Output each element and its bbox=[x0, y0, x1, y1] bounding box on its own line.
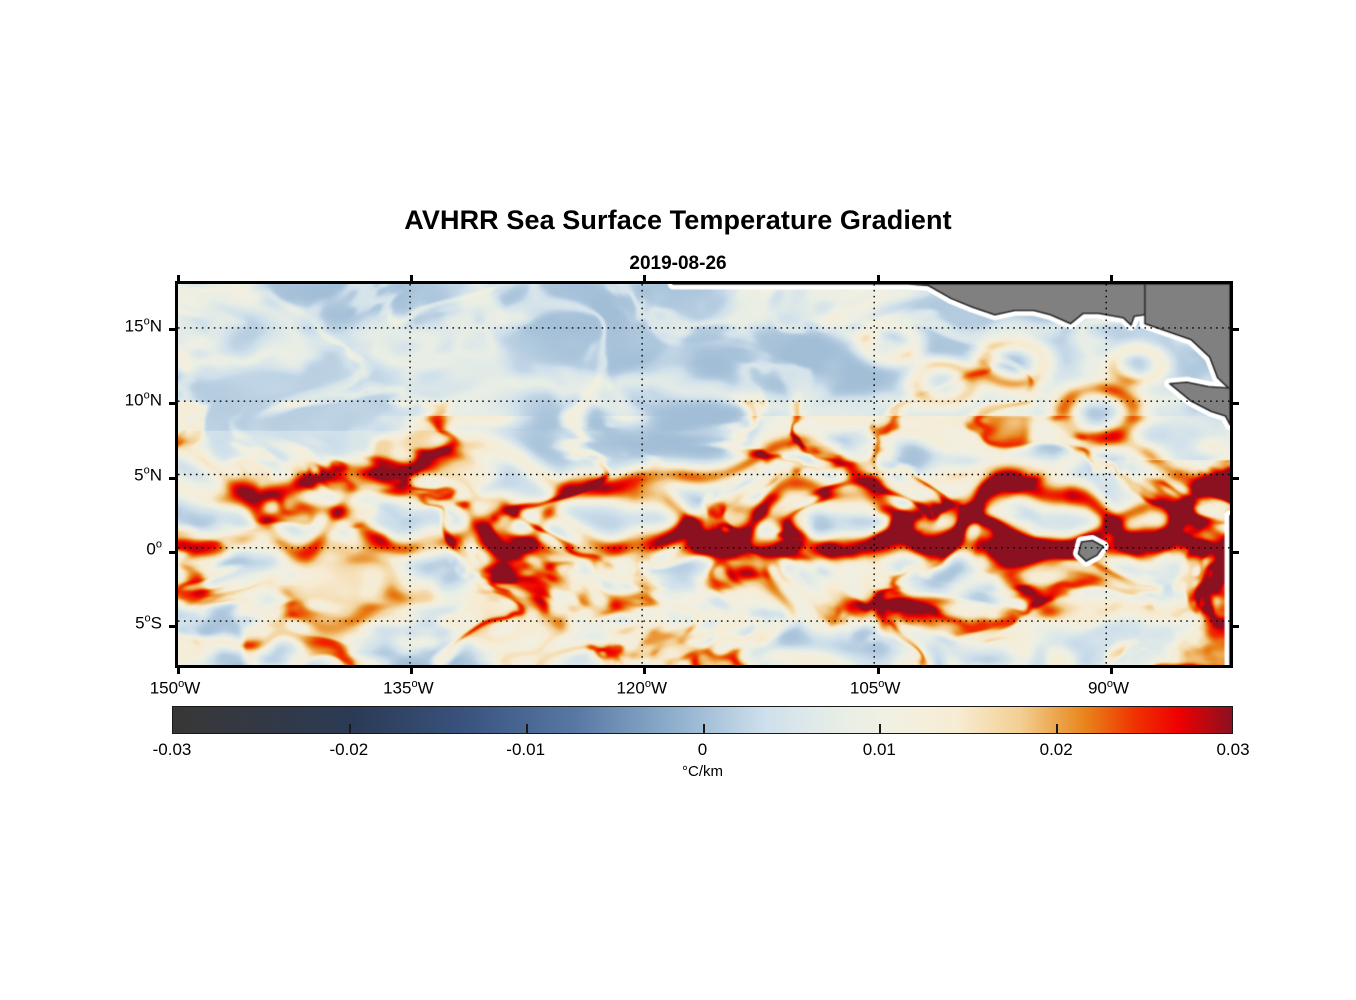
y-tick-mark bbox=[169, 402, 178, 406]
x-tick-label: 120oW bbox=[616, 678, 668, 698]
colorbar-tick-mark bbox=[1056, 724, 1059, 733]
x-tick-mark-top bbox=[176, 275, 180, 284]
colorbar-tick-label: -0.02 bbox=[329, 740, 369, 759]
colorbar-unit-label: °C/km bbox=[682, 763, 723, 780]
figure-title: AVHRR Sea Surface Temperature Gradient bbox=[404, 205, 952, 235]
colorbar-tick-label: 0.01 bbox=[862, 740, 896, 759]
x-tick-mark-top bbox=[876, 275, 880, 284]
x-tick-mark bbox=[176, 665, 180, 674]
y-tick-mark bbox=[169, 476, 178, 480]
colorbar-tick-label: 0.02 bbox=[1039, 740, 1073, 759]
x-tick-mark bbox=[409, 665, 413, 674]
map-axes bbox=[169, 275, 1239, 674]
map-image bbox=[178, 284, 1230, 665]
sst-gradient-raster bbox=[178, 284, 1230, 665]
y-tick-mark-right bbox=[1230, 327, 1239, 331]
y-tick-mark bbox=[169, 625, 178, 629]
y-tick-mark bbox=[169, 550, 178, 554]
x-tick-mark-top bbox=[643, 275, 647, 284]
x-tick-label: 90oW bbox=[1087, 678, 1130, 698]
colorbar bbox=[172, 706, 1233, 734]
colorbar-tick-label: -0.03 bbox=[152, 740, 192, 759]
colorbar-tick-label: -0.01 bbox=[506, 740, 546, 759]
x-tick-mark bbox=[643, 665, 647, 674]
x-tick-mark bbox=[876, 665, 880, 674]
y-tick-mark-right bbox=[1230, 476, 1239, 480]
y-tick-label: 15oN bbox=[124, 315, 162, 335]
figure-subtitle: 2019-08-26 bbox=[629, 253, 727, 274]
y-tick-label: 0o bbox=[146, 538, 162, 559]
y-tick-mark-right bbox=[1230, 625, 1239, 629]
colorbar-tick-mark bbox=[879, 724, 882, 733]
x-tick-label: 135oW bbox=[383, 678, 434, 698]
x-tick-mark-top bbox=[1110, 275, 1114, 284]
colorbar-tick-mark bbox=[525, 724, 528, 733]
colorbar-tick-label: 0 bbox=[697, 740, 708, 759]
y-tick-label: 5oN bbox=[134, 464, 162, 484]
colorbar-tick-label: 0.03 bbox=[1216, 740, 1250, 759]
y-tick-mark-right bbox=[1230, 550, 1239, 554]
y-tick-label: 5oS bbox=[135, 613, 162, 633]
y-tick-mark-right bbox=[1230, 402, 1239, 406]
y-tick-mark bbox=[169, 327, 178, 331]
x-tick-label: 105oW bbox=[849, 678, 901, 698]
x-tick-mark-top bbox=[409, 275, 413, 284]
colorbar-tick-mark bbox=[348, 724, 351, 733]
x-tick-mark bbox=[1110, 665, 1114, 674]
x-tick-label: 150oW bbox=[149, 678, 201, 698]
colorbar-tick-mark bbox=[702, 724, 705, 733]
y-tick-label: 10oN bbox=[124, 389, 162, 410]
